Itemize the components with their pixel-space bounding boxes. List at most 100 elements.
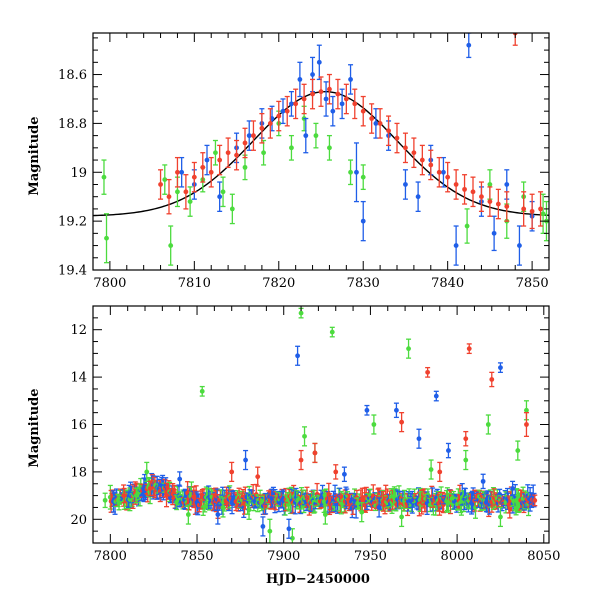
bottom-blue-point (445, 442, 451, 459)
bottom-red-point-marker (489, 377, 495, 382)
top-blue-point-marker (179, 169, 185, 175)
bottom-green-point (302, 426, 308, 447)
top-blue-point-marker (441, 169, 446, 175)
top-red-point-marker (191, 174, 197, 180)
top-green-point (261, 139, 267, 166)
bottom-x-tick-label: 7950 (354, 549, 387, 564)
bottom-green-point-marker (144, 469, 150, 475)
top-red-point (225, 137, 231, 169)
top-blue-point-marker (289, 101, 294, 107)
top-blue-point-marker (297, 77, 303, 82)
bottom-red-point (523, 411, 529, 438)
top-red-point (326, 73, 332, 105)
top-blue-point-marker (373, 121, 379, 126)
top-red-point-marker (335, 91, 341, 97)
top-green-point-marker (327, 145, 332, 151)
bottom-green-point-marker (498, 514, 503, 520)
bottom-green-point (116, 494, 122, 511)
top-red-point-marker (293, 101, 299, 107)
bottom-green-point (445, 492, 451, 513)
bottom-x-tick-label: 7800 (94, 549, 127, 564)
top-green-point (212, 139, 218, 166)
top-blue-point-marker (246, 133, 252, 139)
top-blue-point (288, 90, 294, 117)
top-red-point-marker (166, 194, 172, 200)
top-red-point (343, 83, 349, 115)
top-red-point-marker (411, 150, 417, 156)
bottom-blue-point-marker (295, 353, 300, 359)
top-green-point-marker (168, 243, 174, 248)
top-red-point (183, 174, 189, 210)
top-red-point (284, 95, 290, 127)
bottom-green-point-marker (133, 493, 139, 498)
top-red-point (301, 83, 307, 115)
top-red-point (445, 161, 451, 193)
top-green-point (540, 193, 546, 235)
top-blue-point (280, 98, 286, 125)
top-y-tick-label: 19.4 (58, 264, 87, 279)
top-red-point-marker (327, 86, 332, 92)
top-red-point-marker (343, 96, 349, 102)
bottom-y-tick-label: 12 (70, 323, 87, 338)
top-green-point (464, 208, 470, 244)
top-red-point (267, 108, 273, 139)
top-frame (92, 32, 550, 271)
top-red-point (335, 78, 341, 110)
bottom-blue-point-marker (177, 476, 183, 482)
top-red-point-marker (445, 174, 451, 180)
bottom-green-point-marker (399, 514, 405, 520)
bottom-blue-point (286, 518, 292, 539)
top-red-point-marker (403, 145, 408, 151)
top-red-point (318, 76, 324, 107)
bottom-green-point (322, 504, 328, 525)
bottom-red-point-marker (255, 474, 261, 480)
bottom-green-point-marker (102, 497, 108, 503)
bottom-blue-point-marker (510, 486, 515, 491)
bottom-red-point (466, 343, 472, 355)
bottom-blue-point (376, 497, 382, 518)
top-blue-point (466, 33, 472, 59)
bottom-blue-point-marker (376, 505, 382, 510)
top-red-point (453, 169, 459, 200)
top-y-tick-label: 18.8 (58, 117, 87, 132)
top-red-point (191, 161, 197, 193)
top-green-point (288, 134, 294, 161)
top-red-point-marker (318, 89, 324, 95)
top-blue-point-marker (303, 133, 309, 139)
top-red-point-marker (251, 133, 256, 139)
bottom-red-point (333, 464, 339, 480)
bottom-blue-point (243, 449, 249, 471)
top-green-point-marker (360, 174, 366, 180)
bottom-red-point (255, 466, 261, 487)
bottom-blue-point (480, 473, 486, 490)
top-green-point-marker (187, 199, 193, 204)
top-red-point (377, 108, 383, 139)
bottom-x-axis-label: HJD−2450000 (266, 572, 370, 587)
top-blue-point-marker (415, 194, 421, 200)
top-red-point-marker (225, 150, 231, 156)
top-blue-point (402, 169, 408, 200)
top-blue-point (373, 108, 379, 139)
bottom-red-point (425, 366, 431, 378)
top-red-point (259, 112, 265, 144)
bottom-green-point (185, 504, 191, 525)
bottom-green-point-marker (302, 433, 307, 439)
top-green-point (348, 159, 354, 186)
top-blue-point (246, 120, 252, 151)
top-green-point (360, 164, 366, 191)
bottom-red-point (147, 480, 153, 497)
top-red-point-marker (394, 135, 400, 141)
top-red-point-marker (301, 96, 307, 102)
bottom-blue-point-marker (342, 471, 347, 477)
top-x-tick-label: 7830 (347, 276, 380, 291)
top-red-point-marker (284, 108, 290, 114)
top-red-point (158, 169, 164, 200)
top-green-point (168, 225, 174, 266)
top-red-point-marker (470, 189, 476, 195)
top-y-tick-label: 19 (70, 166, 87, 181)
bottom-green-point-marker (406, 346, 411, 352)
top-red-point (504, 191, 510, 222)
top-y-axis-label: Magnitude (27, 116, 42, 195)
bottom-red-point-marker (463, 436, 469, 442)
